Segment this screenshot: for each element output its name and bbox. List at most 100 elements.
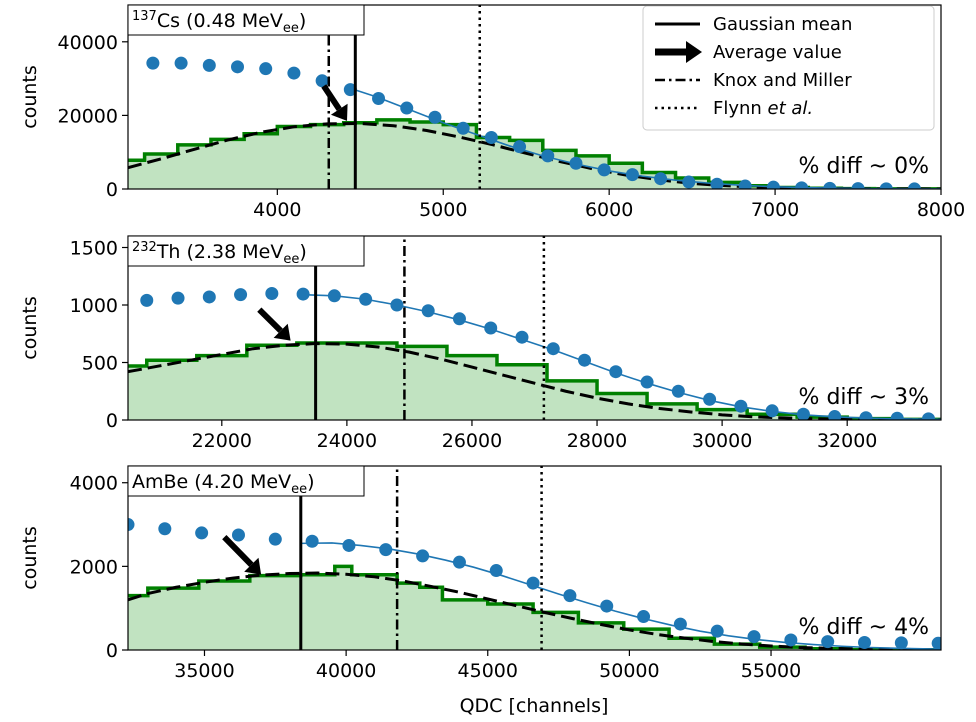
data-point — [859, 411, 873, 420]
axes-frame — [127, 235, 942, 421]
x-tick-label: 7000 — [751, 199, 799, 221]
data-point — [796, 407, 810, 420]
plot-area — [128, 5, 941, 189]
panel-3: 35000 40000 45000 50000 55000 0 2000 4000 counts… — [19, 465, 942, 682]
plot-area — [128, 236, 941, 420]
data-point — [640, 375, 654, 389]
data-point — [671, 384, 685, 398]
x-tick-label: 35000 — [174, 660, 234, 682]
data-point — [231, 60, 245, 74]
data-point — [710, 624, 724, 638]
x-tick-label: 5000 — [419, 199, 467, 221]
data-point — [784, 633, 798, 647]
legend-entry: Knox and Miller — [655, 70, 852, 91]
data-point — [456, 121, 470, 135]
data-point — [484, 321, 498, 335]
y-tick-label: 500 — [82, 353, 118, 375]
plot-area — [128, 466, 941, 650]
x-tick-label: 4000 — [253, 199, 301, 221]
data-point — [513, 140, 527, 154]
data-point — [268, 532, 282, 546]
axes-frame — [127, 465, 942, 651]
data-point — [828, 410, 842, 420]
histogram-fill — [128, 119, 941, 189]
data-point — [851, 182, 865, 189]
legend-arrow-head — [686, 41, 702, 63]
legend-entry: Flynn et al. — [655, 98, 813, 119]
data-point — [734, 399, 748, 413]
data-point — [546, 342, 560, 356]
data-point — [259, 62, 273, 76]
data-point — [327, 289, 341, 303]
histogram-step — [128, 341, 941, 420]
data-point — [747, 630, 761, 644]
panel-title-box — [127, 4, 365, 36]
x-tick-label: 50000 — [599, 660, 659, 682]
y-tick-label: 20000 — [58, 105, 118, 127]
data-point — [541, 149, 555, 163]
data-point — [609, 365, 623, 379]
data-point — [452, 312, 466, 326]
data-point — [231, 528, 245, 542]
data-point — [526, 576, 540, 590]
y-axis-label: counts — [19, 296, 41, 360]
x-tick-label: 55000 — [741, 660, 801, 682]
average-value-arrow — [257, 307, 283, 333]
average-value-arrow — [222, 534, 254, 567]
data-point — [890, 411, 904, 420]
legend: Gaussian mean Average value Knox and Mille… — [642, 5, 935, 131]
y-axis-label: counts — [19, 526, 41, 590]
y-tick-label: 0 — [106, 179, 118, 201]
data-point — [359, 292, 373, 306]
data-point — [296, 287, 310, 301]
y-tick-label: 1500 — [70, 238, 118, 260]
x-tick-label: 28000 — [567, 430, 627, 452]
data-point — [563, 589, 577, 603]
data-point — [765, 404, 779, 418]
data-point — [821, 635, 835, 649]
data-point — [484, 130, 498, 144]
x-tick-label: 32000 — [817, 430, 877, 452]
data-point — [766, 180, 780, 189]
data-point — [738, 179, 752, 189]
axes-frame — [127, 4, 942, 190]
legend-label: Knox and Miller — [713, 70, 852, 91]
data-point — [416, 549, 430, 563]
data-point — [195, 526, 209, 540]
panel-1: 4000 5000 6000 7000 8000 0 20000 40000 counts 137… — [19, 4, 965, 221]
data-point — [907, 182, 921, 189]
data-point — [174, 56, 188, 70]
data-point — [879, 182, 893, 189]
data-point — [795, 181, 809, 189]
x-tick-label: 22000 — [192, 430, 252, 452]
x-tick-label: 24000 — [317, 430, 377, 452]
derivative-curve — [351, 88, 941, 189]
average-value-arrowhead — [330, 103, 348, 121]
data-point — [637, 610, 651, 624]
percent-diff-label: % diff ~ 3% — [799, 385, 929, 410]
data-point — [234, 288, 248, 302]
panel-title: 232Th (2.38 MeVee) — [127, 235, 365, 267]
average-value-arrow — [321, 84, 342, 111]
data-point — [710, 177, 724, 189]
x-tick-label: 40000 — [316, 660, 376, 682]
data-point — [158, 522, 172, 536]
data-point — [823, 181, 837, 189]
legend-entry: Average value — [655, 41, 842, 63]
data-point — [682, 175, 696, 189]
data-point — [894, 636, 908, 650]
data-point — [202, 290, 216, 304]
data-point — [428, 110, 442, 124]
panel-title-box — [127, 465, 365, 497]
y-tick-label: 0 — [106, 640, 118, 662]
data-point — [600, 599, 614, 613]
percent-diff-label: % diff ~ 0% — [799, 154, 929, 179]
x-tick-label: 26000 — [442, 430, 502, 452]
data-point — [673, 617, 687, 631]
y-tick-label: 4000 — [70, 473, 118, 495]
data-point — [315, 74, 329, 88]
data-point — [128, 518, 135, 532]
fit-curve — [128, 121, 941, 189]
y-tick-label: 0 — [106, 410, 118, 432]
